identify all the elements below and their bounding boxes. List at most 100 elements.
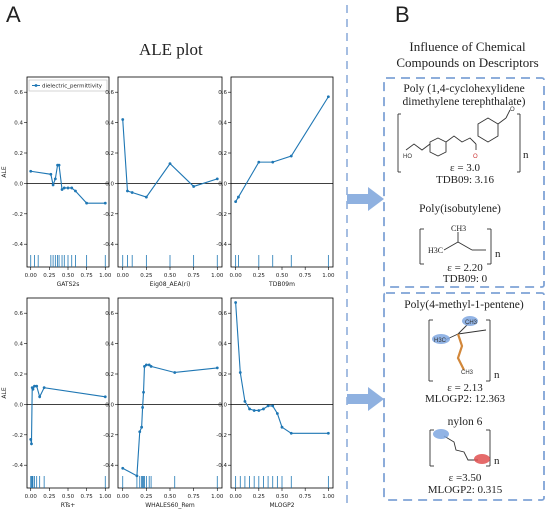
y-tick-label-1: 0.2	[105, 151, 114, 157]
data-point-0	[66, 186, 70, 190]
x-tick-label-5: 0.00	[230, 494, 243, 500]
y-tick-label-3: -0.2	[12, 433, 23, 439]
arrow-top	[347, 187, 384, 211]
x-tick-label-2: 0.00	[230, 273, 243, 279]
y-tick-label-3: 0.2	[14, 372, 23, 378]
data-point-3	[38, 395, 42, 399]
x-tick-label-5: 1.00	[322, 494, 335, 500]
x-tick-label-5: 0.75	[299, 494, 312, 500]
data-point-4	[142, 390, 145, 394]
legend-label-0: dielectric_permittivity	[42, 84, 103, 90]
y-tick-label-0: 0.0	[14, 181, 23, 187]
y-tick-label-3: 0.6	[14, 311, 23, 317]
data-point-4	[140, 425, 144, 429]
x-tick-label-1: 0.00	[117, 273, 130, 279]
data-point-1	[168, 162, 172, 166]
pib-desc: TDB09: 0	[442, 273, 488, 285]
data-point-0	[62, 186, 66, 190]
x-tick-label-3: 1.00	[99, 494, 112, 500]
data-point-0	[51, 183, 55, 187]
x-tick-label-4: 0.75	[188, 494, 201, 500]
x-tick-label-3: 0.25	[43, 494, 56, 500]
y-tick-label-0: 0.2	[14, 151, 23, 157]
y-tick-label-5: 0.2	[218, 372, 227, 378]
y-tick-label-3: 0.0	[14, 402, 23, 408]
highlight-h3c	[432, 334, 450, 344]
y-tick-label-1: -0.2	[103, 212, 114, 218]
data-point-3	[29, 437, 33, 441]
x-tick-label-2: 0.25	[253, 273, 266, 279]
data-point-4	[141, 406, 144, 409]
arrow-bottom	[347, 387, 384, 411]
pct-name-line2: dimethylene terephthalate)	[402, 96, 526, 108]
highlight-ch3	[462, 316, 478, 326]
y-tick-label-1: 0.4	[105, 121, 114, 127]
y-tick-label-0: 0.4	[14, 121, 23, 127]
x-axis-label-0: GATS2s	[57, 281, 80, 288]
data-point-3	[103, 395, 107, 399]
influence-title-line1: Influence of Chemical	[409, 39, 526, 54]
y-axis-label-0: ALE	[1, 166, 8, 177]
data-point-4	[121, 466, 125, 470]
pib-h3c: H3C	[428, 246, 444, 255]
y-tick-label-4: 0.0	[105, 402, 114, 408]
y-tick-label-0: -0.2	[12, 212, 23, 218]
data-point-5	[271, 404, 275, 408]
data-point-1	[215, 177, 219, 181]
pib-name: Poly(isobutylene)	[419, 203, 501, 215]
legend-box-0	[28, 79, 108, 92]
p4mp-desc: MLOGP2: 12.363	[424, 393, 506, 405]
data-point-0	[85, 201, 89, 205]
y-tick-label-3: 0.4	[14, 342, 23, 348]
data-point-0	[60, 188, 64, 191]
x-axis-label-4: WHALES60_Rem	[145, 502, 195, 509]
x-tick-label-3: 0.50	[62, 494, 75, 500]
molecule-p4mp-structure	[428, 319, 491, 382]
data-point-1	[126, 189, 129, 193]
highlight-nh	[433, 429, 449, 439]
data-point-5	[326, 431, 330, 435]
data-point-5	[248, 407, 251, 411]
x-tick-label-0: 0.25	[43, 273, 56, 279]
x-axis-label-1: Eig08_AEA(ri)	[150, 281, 191, 288]
svg-text:H3C: H3C	[434, 338, 447, 344]
y-tick-label-2: 0.6	[218, 90, 227, 96]
y-tick-label-4: 0.2	[105, 372, 114, 378]
y-tick-label-3: -0.4	[12, 463, 23, 469]
data-point-5	[266, 404, 270, 408]
x-tick-label-1: 0.25	[140, 273, 153, 279]
y-tick-label-0: 0.6	[14, 90, 23, 96]
y-tick-label-2: 0.0	[218, 181, 227, 187]
y-tick-label-2: 0.4	[218, 121, 227, 127]
data-point-2	[289, 154, 293, 158]
nylon-name: nylon 6	[447, 416, 483, 428]
x-tick-label-5: 0.50	[276, 494, 289, 500]
data-point-4	[143, 365, 146, 368]
x-tick-label-3: 0.75	[81, 494, 94, 500]
data-point-4	[138, 430, 142, 434]
pct-eps: ε = 3.0	[449, 162, 481, 174]
x-tick-label-2: 0.50	[276, 273, 289, 279]
x-axis-label-5: MLOGP2	[269, 502, 294, 509]
data-point-5	[257, 409, 261, 412]
x-tick-label-0: 0.75	[81, 273, 94, 279]
x-tick-label-3: 0.00	[25, 494, 38, 500]
y-tick-label-1: 0.0	[105, 181, 114, 187]
data-point-5	[252, 409, 256, 412]
molecule-isobutylene-structure	[419, 228, 492, 265]
data-point-5	[280, 425, 284, 429]
data-point-1	[130, 191, 134, 194]
data-point-0	[74, 189, 77, 193]
x-tick-label-4: 0.50	[164, 494, 177, 500]
p4mp-name: Poly(4-methyl-1-pentene)	[404, 299, 524, 311]
pct-desc: TDB09: 3.16	[435, 174, 495, 186]
p4mp-n: n	[494, 369, 500, 381]
y-tick-label-4: -0.4	[103, 463, 114, 469]
data-point-1	[121, 118, 125, 121]
y-tick-label-4: 0.6	[105, 311, 114, 317]
pib-n: n	[495, 248, 501, 260]
molecule-pct-structure	[397, 109, 521, 173]
y-tick-label-2: -0.4	[216, 242, 227, 248]
data-point-1	[144, 195, 148, 199]
